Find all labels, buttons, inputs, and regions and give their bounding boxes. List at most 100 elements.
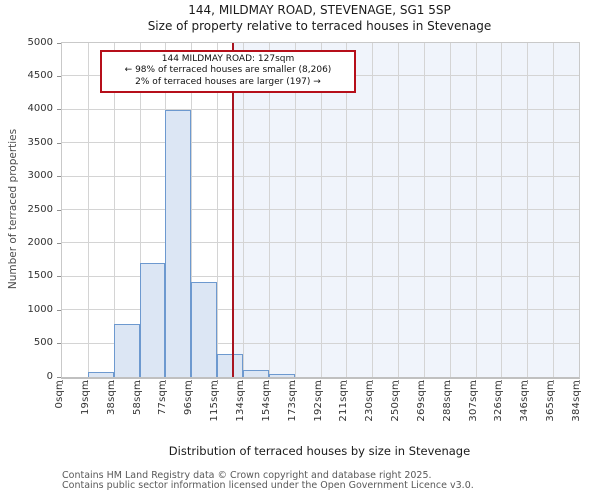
x-axis-label: Distribution of terraced houses by size …: [168, 444, 471, 458]
chart-title: 144, MILDMAY ROAD, STEVENAGE, SG1 5SP: [188, 3, 451, 17]
v-gridline: [372, 43, 374, 377]
annotation-box: 144 MILDMAY ROAD: 127sqm ← 98% of terrac…: [100, 50, 356, 93]
x-tick-mark: [449, 380, 451, 384]
y-tick-label: 3500: [27, 136, 53, 148]
histogram-bar: [165, 109, 192, 377]
x-tick-mark: [190, 380, 192, 384]
v-gridline: [294, 43, 296, 377]
y-tick-label: 5000: [27, 36, 53, 48]
x-axis-ticks: 0sqm 19sqm 38sqm 58sqm 77sqm 96sqm 115sqm 134sq…: [54, 380, 582, 442]
x-tick-label: 307sqm: [467, 380, 479, 422]
x-tick-label: 230sqm: [364, 380, 376, 422]
histogram-bar: [268, 374, 295, 377]
x-tick-label: 38sqm: [105, 380, 117, 416]
annotation-smaller-pct: ← 98% of terraced houses are smaller (8,…: [124, 65, 332, 76]
y-tick-mark: [57, 176, 61, 178]
x-tick-mark: [552, 380, 554, 384]
x-tick-mark: [294, 380, 296, 384]
larger-properties-shaded-region: [232, 43, 579, 377]
y-tick-label: 0: [46, 370, 53, 382]
v-gridline: [527, 43, 529, 377]
x-tick-label: 0sqm: [54, 380, 65, 409]
x-tick-label: 134sqm: [234, 380, 246, 422]
property-size-marker-line: [231, 43, 234, 377]
y-tick-label: 2000: [27, 236, 53, 248]
attribution-footer: Contains HM Land Registry data © Crown c…: [62, 470, 474, 492]
x-tick-label: 96sqm: [183, 380, 195, 416]
x-tick-mark: [268, 380, 270, 384]
footer-line-1: Contains HM Land Registry data © Crown c…: [62, 470, 432, 481]
annotation-larger-pct: 2% of terraced houses are larger (197) →: [135, 76, 321, 87]
plot-area: 144 MILDMAY ROAD: 127sqm ← 98% of terrac…: [57, 42, 580, 384]
x-tick-mark: [526, 380, 528, 384]
x-tick-label: 250sqm: [390, 380, 402, 422]
y-tick-label: 4500: [27, 69, 53, 81]
x-tick-label: 77sqm: [157, 380, 169, 416]
y-tick-label: 1500: [27, 270, 53, 282]
y-tick-mark: [57, 276, 61, 278]
x-tick-label: 288sqm: [441, 380, 453, 422]
x-tick-label: 346sqm: [519, 380, 531, 422]
footer-line-2: Contains public sector information licen…: [62, 480, 474, 492]
x-tick-mark: [578, 380, 580, 384]
x-tick-label: 326sqm: [493, 380, 505, 422]
y-tick-label: 2500: [27, 203, 53, 215]
x-tick-mark: [113, 380, 115, 384]
y-axis-ticks: 0 500 1000 1500 2000 2500 3000 3500 4000 4500 5000: [0, 37, 53, 382]
v-gridline: [113, 43, 115, 377]
v-gridline: [320, 43, 322, 377]
histogram-bar: [113, 324, 140, 377]
x-tick-label: 19sqm: [79, 380, 91, 416]
histogram-bar: [87, 372, 114, 377]
x-tick-mark: [345, 380, 347, 384]
x-tick-mark: [371, 380, 373, 384]
histogram-bar: [191, 282, 218, 377]
histogram-bar: [139, 263, 166, 377]
y-tick-label: 4000: [27, 103, 53, 115]
v-gridline: [501, 43, 503, 377]
x-tick-mark: [61, 380, 63, 384]
y-tick-label: 3000: [27, 170, 53, 182]
v-gridline: [242, 43, 244, 377]
chart-subtitle: Size of property relative to terraced ho…: [147, 19, 492, 33]
histogram-bar: [242, 369, 269, 377]
x-tick-mark: [500, 380, 502, 384]
v-gridline: [346, 43, 348, 377]
x-tick-label: 192sqm: [312, 380, 324, 422]
v-gridline: [87, 43, 89, 377]
v-gridline: [553, 43, 555, 377]
y-tick-mark: [57, 309, 61, 311]
x-tick-label: 269sqm: [415, 380, 427, 422]
x-tick-label: 154sqm: [260, 380, 272, 422]
x-tick-label: 384sqm: [571, 380, 582, 422]
x-tick-mark: [164, 380, 166, 384]
y-tick-mark: [57, 75, 61, 77]
annotation-property-size: 144 MILDMAY ROAD: 127sqm: [161, 54, 295, 64]
y-tick-mark: [57, 109, 61, 111]
y-tick-label: 500: [33, 337, 53, 349]
y-tick-label: 1000: [27, 303, 53, 315]
v-gridline: [191, 43, 193, 377]
x-tick-label: 173sqm: [286, 380, 298, 422]
x-tick-mark: [242, 380, 244, 384]
y-tick-mark: [57, 142, 61, 144]
x-tick-mark: [423, 380, 425, 384]
y-tick-mark: [57, 242, 61, 244]
v-gridline: [268, 43, 270, 377]
x-tick-mark: [87, 380, 89, 384]
x-tick-mark: [139, 380, 141, 384]
x-tick-mark: [320, 380, 321, 384]
y-tick-mark: [57, 376, 61, 378]
v-gridline: [423, 43, 425, 377]
x-tick-label: 58sqm: [131, 380, 143, 416]
v-gridline: [449, 43, 451, 377]
histogram-bar: [217, 353, 243, 377]
x-tick-label: 211sqm: [338, 380, 350, 422]
x-tick-mark: [216, 380, 218, 384]
v-gridline: [217, 43, 219, 377]
v-gridline: [139, 43, 141, 377]
x-tick-label: 365sqm: [545, 380, 557, 422]
x-tick-mark: [475, 380, 477, 384]
v-gridline: [475, 43, 477, 377]
